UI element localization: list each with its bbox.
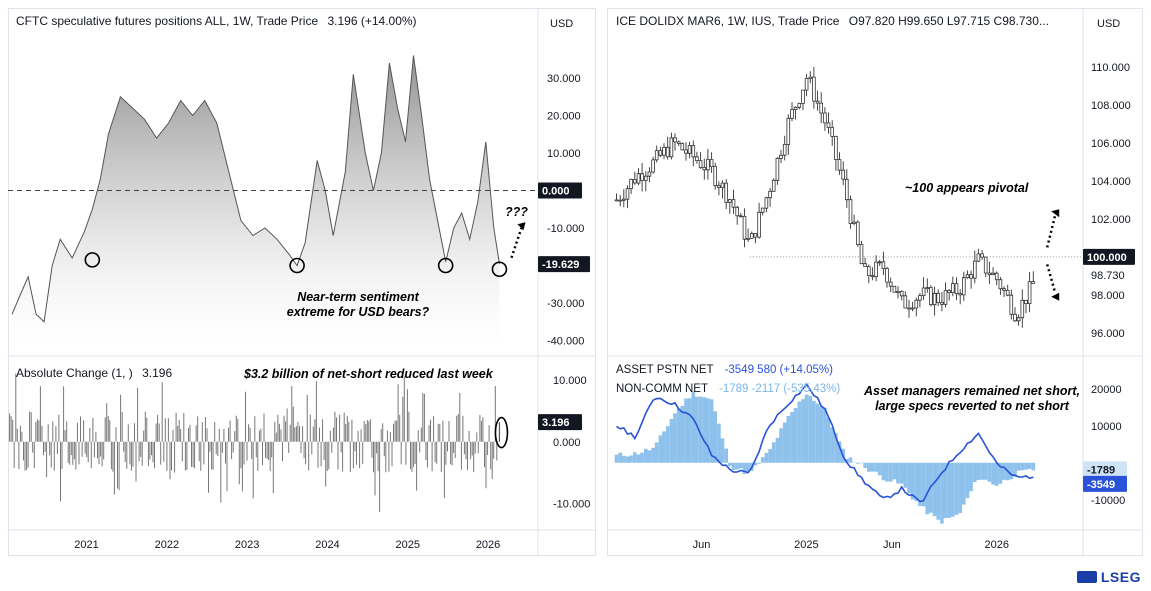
legend-noncomm: NON-COMM NET -1789 -2117 (-535.43%): [616, 383, 840, 395]
note-100-pivotal: ~100 appears pivotal: [905, 181, 1029, 195]
dxy-arrow-up-head: [1051, 209, 1060, 218]
cftc-y-tick-label: 20.000: [547, 111, 581, 123]
legend-asset: ASSET PSTN NET -3549 580 (+14.05%): [616, 364, 833, 376]
right-x-tick-label: 2026: [985, 539, 1009, 551]
abs-change-y-tick-label: 10.000: [553, 375, 587, 387]
cot-y-tick-label: -10000: [1091, 495, 1125, 507]
dotted-arrow-up-head: [517, 222, 526, 231]
left-top-axis-unit[interactable]: USD: [550, 18, 574, 30]
abs-change-current-tag-bg: [538, 414, 582, 431]
cftc-y-tick-label: -10.000: [547, 223, 584, 235]
note-sentiment: Near-term sentiment extreme for USD bear…: [268, 290, 448, 320]
note-question: ???: [505, 205, 528, 219]
trough-circle-marker: [437, 257, 454, 274]
left-chart-svg: 30.00020.00010.000-10.000-20.000-30.000-…: [8, 8, 596, 556]
cftc-y-tick-label: -40.000: [547, 336, 584, 348]
note-asset-managers: Asset managers remained net short, large…: [862, 384, 1082, 414]
zero-price-tag: 0.000: [542, 186, 570, 198]
last-change-ellipse: [494, 416, 509, 449]
dxy-arrow-down-head: [1051, 292, 1060, 301]
dxy-ohlc: O97.820 H99.650 L97.715 C98.730...: [848, 14, 1049, 28]
cftc-y-tick-label: 30.000: [547, 73, 581, 85]
trough-circle-marker: [84, 252, 101, 268]
note-sentiment-line-2: extreme for USD bears?: [286, 305, 430, 319]
dxy-arrow-down: [1046, 264, 1057, 294]
dxy-y-tick-label: 104.000: [1091, 176, 1131, 188]
cftc-title: CFTC speculative futures positions ALL, …: [16, 14, 319, 28]
right-x-tick-label: 2025: [794, 539, 818, 551]
abs-change-y-tick-label: -10.000: [553, 499, 590, 511]
cftc-y-tick-label: 10.000: [547, 148, 581, 160]
left-x-tick-label: 2024: [315, 539, 339, 551]
right-top-title: ICE DOLIDX MAR6, 1W, IUS, Trade Price O9…: [616, 14, 1049, 28]
cftc-area-fill: [12, 55, 500, 348]
right-chart-svg: 110.000 108.000 106.000 104.000 102.000 98.00…: [607, 8, 1143, 556]
dxy-y-tick-label: 106.000: [1091, 138, 1131, 150]
cftc-y-tick-label: -30.000: [547, 298, 584, 310]
left-x-tick-label: 2023: [235, 539, 259, 551]
note-asset-managers-line-2: large specs reverted to net short: [875, 399, 1069, 413]
dxy-y-tick-label: 108.000: [1091, 100, 1131, 112]
dxy-100-tag: 100.000: [1087, 252, 1127, 264]
dxy-y-tick-label: 96.000: [1091, 328, 1125, 340]
noncomm-current-tag-bg: [1083, 461, 1127, 478]
dxy-close-label: 98.730: [1091, 270, 1125, 282]
lseg-mark-icon: [1076, 571, 1097, 583]
cftc-current-tag: -19.629: [542, 259, 579, 271]
dotted-arrow-up: [510, 227, 523, 259]
abs-change-bars: [9, 373, 498, 512]
cot-y-tick-label: 10000: [1091, 421, 1122, 433]
legend-asset-name: ASSET PSTN NET: [616, 364, 714, 376]
noncomm-current-tag: -1789: [1087, 464, 1115, 476]
lseg-wordmark: LSEG: [1100, 569, 1141, 585]
dxy-y-tick-label: 102.000: [1091, 214, 1131, 226]
cftc-current-tag-bg: [538, 256, 590, 273]
cftc-area-line: [11, 55, 500, 323]
dxy-title: ICE DOLIDX MAR6, 1W, IUS, Trade Price: [616, 14, 840, 28]
left-top-title: CFTC speculative futures positions ALL, …: [16, 14, 417, 28]
note-net-short-reduced: $3.2 billion of net-short reduced last w…: [244, 367, 493, 381]
asset-pstn-net-line: [616, 382, 1034, 503]
dxy-arrow-up: [1045, 214, 1057, 248]
abs-change-title: Absolute Change (1, ): [16, 366, 133, 380]
trough-circle-marker: [289, 257, 305, 274]
note-sentiment-line-1: Near-term sentiment: [297, 290, 419, 304]
zero-price-tag-bg: [538, 182, 582, 199]
left-x-tick-label: 2025: [396, 539, 420, 551]
abs-change-current-tag: 3.196: [542, 417, 570, 429]
left-x-tick-label: 2021: [74, 539, 98, 551]
dxy-candle-wicks: [616, 66, 1034, 328]
cftc-last-value: 3.196 (+14.00%): [327, 14, 417, 28]
dxy-100-tag-bg: [1083, 248, 1135, 265]
cot-y-tick-label: 20000: [1091, 384, 1122, 396]
abs-change-value: 3.196: [142, 366, 173, 380]
right-x-tick-label: Jun: [693, 539, 711, 551]
asset-current-tag-bg: [1083, 475, 1127, 492]
trough-circle-marker: [491, 261, 508, 278]
legend-noncomm-name: NON-COMM NET: [616, 383, 708, 395]
dxy-candle-bodies: [614, 76, 1036, 322]
right-top-axis-unit[interactable]: USD: [1097, 18, 1121, 30]
legend-noncomm-values: -1789 -2117 (-535.43%): [718, 383, 841, 395]
right-x-tick-label: Jun: [883, 539, 901, 551]
dxy-y-tick-label: 110.000: [1091, 62, 1130, 74]
note-asset-managers-line-1: Asset managers remained net short,: [863, 384, 1081, 398]
noncomm-net-bars: [614, 391, 1036, 524]
left-x-tick-label: 2022: [155, 539, 179, 551]
legend-asset-values: -3549 580 (+14.05%): [724, 364, 833, 376]
left-bottom-title: Absolute Change (1, ) 3.196: [16, 366, 172, 380]
asset-current-tag: -3549: [1087, 479, 1115, 491]
left-x-tick-label: 2026: [476, 539, 500, 551]
abs-change-y-tick-label: 0.000: [553, 437, 581, 449]
dxy-y-tick-label: 98.000: [1091, 290, 1125, 302]
lseg-logo: LSEG: [1076, 569, 1141, 585]
